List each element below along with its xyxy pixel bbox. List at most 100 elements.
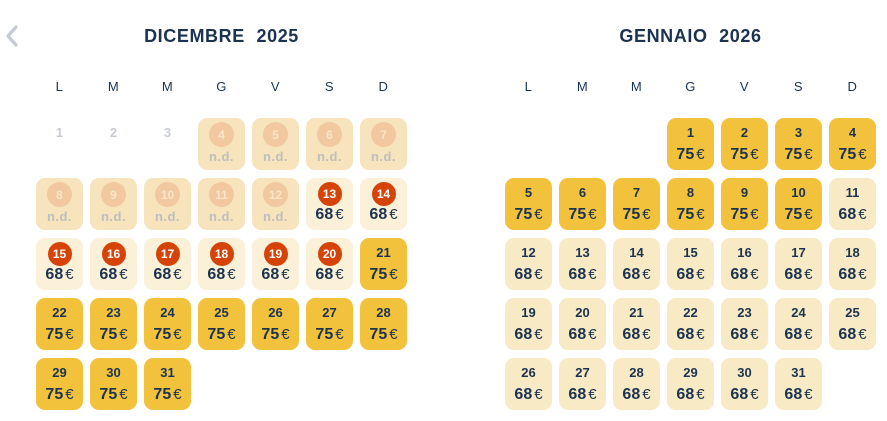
price-label: 75 €: [568, 206, 596, 224]
day-cell-price[interactable]: 28 75 €: [360, 298, 407, 350]
price-amount: 68: [568, 266, 587, 283]
price-label: 68 €: [315, 206, 343, 224]
currency-symbol: €: [696, 146, 705, 163]
day-cell-price[interactable]: 29 75 €: [36, 358, 83, 410]
day-number: 2: [109, 125, 118, 140]
day-cell-offer[interactable]: 16 68 €: [90, 238, 137, 290]
day-number: 26: [268, 305, 283, 320]
currency-symbol: €: [804, 326, 813, 343]
price-amount: 75: [369, 266, 388, 283]
weekday-label: L: [524, 79, 533, 94]
day-number: 8: [686, 185, 695, 200]
price-label: 68 €: [568, 266, 596, 284]
day-cell-price[interactable]: 13 68 €: [559, 238, 606, 290]
currency-symbol: €: [642, 206, 651, 223]
day-cell-price[interactable]: 31 68 €: [775, 358, 822, 410]
weekday-label: D: [378, 79, 389, 94]
day-cell-price[interactable]: 26 68 €: [505, 358, 552, 410]
day-cell-price[interactable]: 7 75 €: [613, 178, 660, 230]
day-cell-price[interactable]: 8 75 €: [667, 178, 714, 230]
price-label: 68 €: [45, 266, 73, 284]
day-cell-offer[interactable]: 17 68 €: [144, 238, 191, 290]
day-cell-price[interactable]: 30 68 €: [721, 358, 768, 410]
day-cell-price[interactable]: 29 68 €: [667, 358, 714, 410]
price-label: 75 €: [730, 206, 758, 224]
day-cell-offer[interactable]: 19 68 €: [252, 238, 299, 290]
price-label: 68 €: [784, 326, 812, 344]
day-number-circle: 7: [371, 122, 396, 147]
day-cell-offer[interactable]: 20 68 €: [306, 238, 353, 290]
day-cell-price[interactable]: 30 75 €: [90, 358, 137, 410]
day-cell-price[interactable]: 24 75 €: [144, 298, 191, 350]
day-cell-price[interactable]: 23 75 €: [90, 298, 137, 350]
day-cell-price[interactable]: 27 75 €: [306, 298, 353, 350]
day-cell-price[interactable]: 21 75 €: [360, 238, 407, 290]
day-number: 3: [794, 125, 803, 140]
price-label: 75 €: [45, 326, 73, 344]
price-label: 75 €: [315, 326, 343, 344]
empty-cell: [252, 358, 299, 410]
day-cell-price[interactable]: 19 68 €: [505, 298, 552, 350]
day-cell-offer[interactable]: 15 68 €: [36, 238, 83, 290]
day-cell-price[interactable]: 14 68 €: [613, 238, 660, 290]
price-label: 68 €: [838, 326, 866, 344]
day-number: 1: [686, 125, 695, 140]
price-label: 75 €: [369, 326, 397, 344]
currency-symbol: €: [65, 266, 74, 283]
currency-symbol: €: [227, 266, 236, 283]
day-cell-price[interactable]: 26 75 €: [252, 298, 299, 350]
currency-symbol: €: [173, 266, 182, 283]
day-cell-price[interactable]: 22 68 €: [667, 298, 714, 350]
day-cell-price[interactable]: 6 75 €: [559, 178, 606, 230]
price-label: 68 €: [261, 266, 289, 284]
currency-symbol: €: [281, 266, 290, 283]
calendar-grid: 1 75 €2 75 €3 75 €4 75 €5 75 €6 75 €7 75 €8 75 €9 75 €10 75…: [505, 118, 876, 410]
day-cell-offer[interactable]: 14 68 €: [360, 178, 407, 230]
not-available-label: n.d.: [100, 209, 127, 224]
day-cell-offer[interactable]: 18 68 €: [198, 238, 245, 290]
price-label: 68 €: [369, 206, 397, 224]
price-amount: 68: [369, 206, 388, 223]
day-number: 12: [521, 245, 536, 260]
day-cell-price[interactable]: 31 75 €: [144, 358, 191, 410]
day-cell-price[interactable]: 5 75 €: [505, 178, 552, 230]
day-number-circle: 8: [47, 182, 72, 207]
day-cell-price[interactable]: 2 75 €: [721, 118, 768, 170]
day-cell-price[interactable]: 20 68 €: [559, 298, 606, 350]
day-number: 31: [791, 365, 806, 380]
day-cell-price[interactable]: 16 68 €: [721, 238, 768, 290]
day-cell-price[interactable]: 25 75 €: [198, 298, 245, 350]
price-label: 75 €: [676, 206, 704, 224]
price-label: 75 €: [153, 326, 181, 344]
price-label: 68 €: [838, 266, 866, 284]
day-cell-price[interactable]: 1 75 €: [667, 118, 714, 170]
day-cell-price[interactable]: 11 68 €: [829, 178, 876, 230]
day-cell-offer[interactable]: 13 68 €: [306, 178, 353, 230]
day-cell-price[interactable]: 21 68 €: [613, 298, 660, 350]
day-cell-price[interactable]: 15 68 €: [667, 238, 714, 290]
price-amount: 75: [153, 326, 172, 343]
day-cell-price[interactable]: 3 75 €: [775, 118, 822, 170]
empty-cell: [829, 358, 876, 410]
day-cell-price[interactable]: 25 68 €: [829, 298, 876, 350]
day-cell-price[interactable]: 28 68 €: [613, 358, 660, 410]
offer-day-badge: 13: [317, 182, 342, 206]
prev-month-button[interactable]: [2, 24, 22, 48]
day-cell-price[interactable]: 24 68 €: [775, 298, 822, 350]
empty-cell: [306, 358, 353, 410]
day-cell-price[interactable]: 4 75 €: [829, 118, 876, 170]
day-cell-price[interactable]: 18 68 €: [829, 238, 876, 290]
day-cell-price[interactable]: 22 75 €: [36, 298, 83, 350]
day-cell-price[interactable]: 12 68 €: [505, 238, 552, 290]
day-cell-unavailable: 9 n.d.: [90, 178, 137, 230]
price-label: 75 €: [45, 386, 73, 404]
day-cell-price[interactable]: 27 68 €: [559, 358, 606, 410]
price-amount: 75: [369, 326, 388, 343]
day-cell-price[interactable]: 10 75 €: [775, 178, 822, 230]
price-amount: 75: [514, 206, 533, 223]
currency-symbol: €: [642, 326, 651, 343]
day-cell-price[interactable]: 23 68 €: [721, 298, 768, 350]
day-cell-price[interactable]: 9 75 €: [721, 178, 768, 230]
price-label: 75 €: [369, 266, 397, 284]
day-cell-price[interactable]: 17 68 €: [775, 238, 822, 290]
